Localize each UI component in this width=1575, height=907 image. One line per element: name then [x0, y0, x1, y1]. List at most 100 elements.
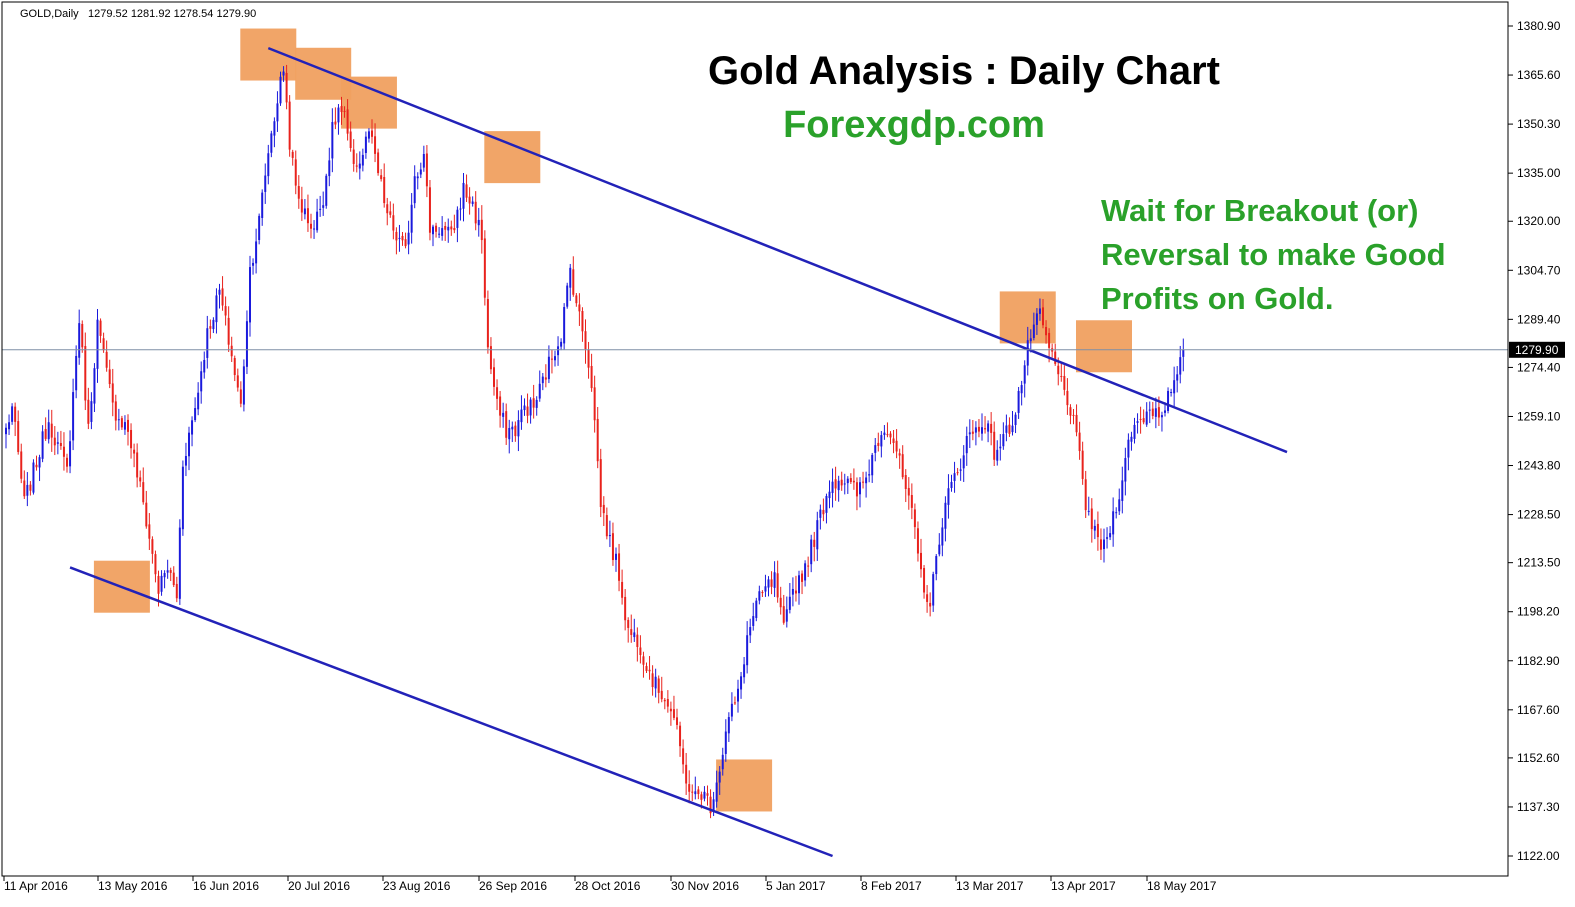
- candle: [990, 412, 993, 446]
- candle: [72, 378, 75, 451]
- candle-body: [1066, 390, 1069, 406]
- candle-body: [874, 445, 877, 453]
- candle: [730, 692, 733, 722]
- candle-body: [316, 211, 319, 231]
- candle: [1096, 511, 1099, 551]
- candle: [188, 426, 190, 471]
- candle: [733, 696, 736, 705]
- candle-body: [1078, 432, 1081, 452]
- candle: [1075, 404, 1078, 437]
- y-tick-label: 1274.40: [1517, 360, 1561, 374]
- candle: [615, 547, 617, 572]
- candle: [1087, 496, 1090, 516]
- candle-body: [880, 435, 883, 447]
- candle-body: [227, 317, 230, 345]
- candle-body: [621, 581, 624, 598]
- candle: [66, 453, 68, 473]
- candle: [111, 368, 114, 417]
- candle-body: [346, 109, 349, 134]
- y-axis: 1380.90 1365.60 1350.30 1335.00 1320.00 1304.…: [1508, 19, 1561, 863]
- candle: [1063, 365, 1066, 396]
- candle-body: [499, 396, 502, 416]
- candle: [395, 227, 398, 255]
- candle-body: [428, 187, 431, 233]
- candle: [846, 476, 849, 494]
- annotation-line-1: Wait for Breakout (or): [1101, 193, 1418, 228]
- candle: [862, 471, 865, 489]
- candle: [502, 402, 505, 428]
- candle-body: [990, 423, 993, 433]
- candle: [910, 483, 913, 520]
- candle-body: [358, 163, 361, 169]
- candle: [450, 220, 453, 236]
- candle: [169, 567, 172, 582]
- candle-body: [1063, 375, 1066, 390]
- candle-body: [538, 383, 541, 399]
- candle-body: [331, 122, 334, 159]
- candle: [599, 448, 602, 518]
- candle: [114, 394, 117, 431]
- candle: [956, 467, 959, 476]
- candle-body: [184, 456, 187, 466]
- candle-body: [117, 419, 120, 421]
- candle-body: [727, 717, 730, 734]
- candle-body: [651, 673, 654, 688]
- candle: [538, 370, 541, 402]
- candle-body: [642, 656, 645, 665]
- candle: [557, 336, 560, 366]
- candle-body: [846, 478, 849, 484]
- candle-body: [712, 799, 715, 812]
- candle-body: [859, 482, 861, 495]
- candle-body: [459, 208, 462, 210]
- candle-body: [29, 484, 32, 491]
- candle-body: [1090, 508, 1093, 530]
- candle-body: [1115, 512, 1118, 514]
- candle-body: [520, 409, 523, 423]
- candle-body: [904, 475, 907, 489]
- candle-body: [782, 606, 785, 623]
- candle: [117, 408, 120, 431]
- candle: [1060, 361, 1063, 382]
- candle-body: [66, 457, 68, 467]
- candle-body: [514, 425, 517, 437]
- candle: [505, 403, 508, 445]
- candle-body: [737, 688, 739, 702]
- candle: [520, 395, 523, 430]
- candle-body: [813, 539, 816, 547]
- candle-body: [959, 469, 962, 471]
- y-tick-label: 1228.50: [1517, 508, 1561, 522]
- candle-body: [200, 371, 203, 392]
- candle-body: [1160, 415, 1163, 418]
- candle: [941, 518, 944, 557]
- candle: [639, 635, 642, 664]
- candle: [740, 671, 743, 699]
- candle-body: [242, 366, 245, 405]
- candle-body: [615, 553, 617, 560]
- candle-body: [50, 423, 53, 438]
- candle-body: [560, 341, 563, 347]
- candle-body: [1042, 307, 1044, 326]
- candle: [444, 221, 447, 241]
- candle: [611, 522, 614, 566]
- candle-body: [11, 406, 14, 422]
- candle: [859, 477, 861, 508]
- candle-body: [663, 699, 666, 702]
- candle: [239, 381, 242, 408]
- candle: [221, 276, 224, 311]
- candle-body: [837, 480, 840, 491]
- candle: [401, 231, 404, 246]
- candle: [367, 128, 370, 143]
- candle: [245, 310, 248, 375]
- x-tick-label: 18 May 2017: [1147, 879, 1217, 893]
- candle: [343, 106, 346, 118]
- candle-body: [770, 579, 773, 587]
- x-tick-label: 13 Mar 2017: [956, 879, 1024, 893]
- candle: [1160, 411, 1163, 432]
- candle: [508, 419, 511, 454]
- candle-body: [1157, 407, 1160, 418]
- candle-body: [1005, 425, 1008, 433]
- candle: [105, 340, 108, 372]
- candle-body: [968, 432, 971, 435]
- candle-body: [75, 355, 78, 391]
